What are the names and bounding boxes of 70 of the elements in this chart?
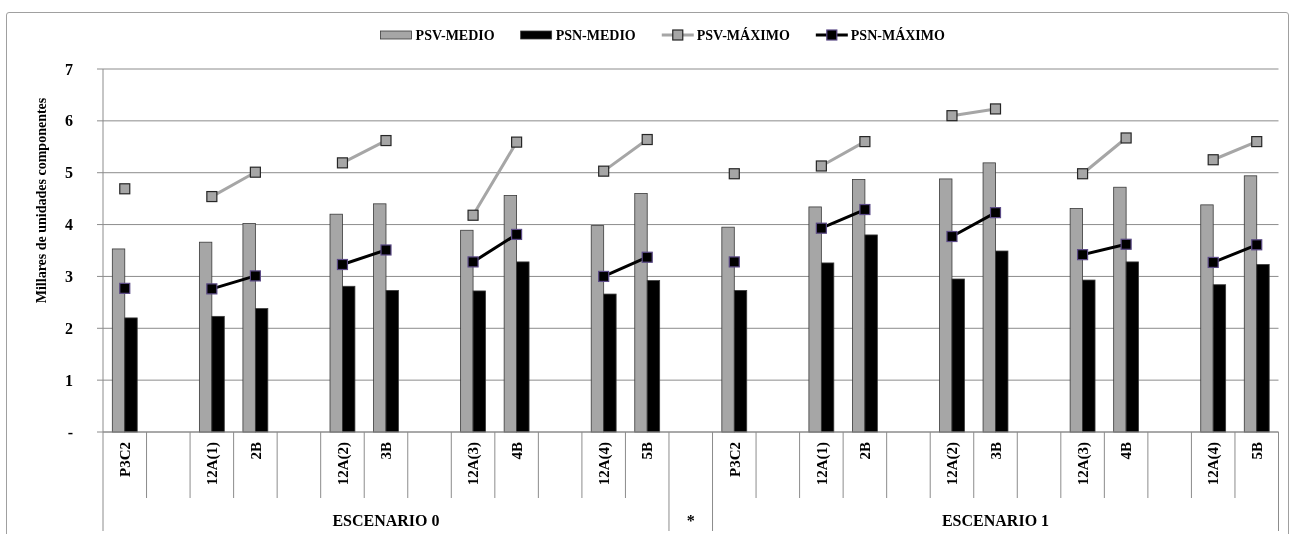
point: [467, 256, 479, 268]
text: ESCENARIO 0: [332, 511, 440, 529]
point: [946, 230, 958, 243]
point: [380, 244, 392, 256]
point: [728, 256, 740, 268]
point: [1076, 168, 1089, 180]
point: [206, 283, 218, 295]
point: [1207, 256, 1219, 269]
y-tick-label: 1: [65, 371, 73, 389]
point: [380, 134, 392, 147]
point: [511, 136, 523, 148]
x-tick-label: P3C2: [117, 442, 134, 477]
x-tick-label: 5B: [639, 442, 656, 460]
point: [946, 110, 958, 122]
point: [1120, 238, 1132, 250]
x-tick-label: 12A(1): [204, 442, 222, 486]
x-tick-label: 3B: [987, 442, 1004, 460]
point: [815, 160, 827, 172]
y-tick-label: 5: [65, 164, 73, 182]
x-tick-label: 12A(3): [1074, 442, 1092, 486]
x-tick-label: 4B: [1118, 442, 1135, 460]
legend-label: PSN-MEDIO: [555, 27, 636, 43]
point: [1251, 136, 1263, 148]
text: ESCENARIO 1: [941, 511, 1050, 529]
point: [1207, 154, 1219, 166]
y-axis-title: Millares de unidades componentes: [33, 97, 49, 304]
x-tick-label: P3C2: [726, 442, 743, 477]
y-tick-label: 6: [65, 112, 73, 130]
x-tick-label: 12A(4): [595, 442, 613, 486]
x-tick-label: 12A(3): [465, 442, 483, 486]
x-tick-label: 12A(2): [944, 442, 962, 486]
x-tick-label: 4B: [508, 442, 525, 460]
x-tick-label: 12A(2): [334, 442, 352, 486]
point: [1120, 132, 1132, 144]
y-tick-label: 2: [65, 319, 73, 337]
y-tick-label: 4: [65, 216, 73, 234]
legend-label: PSN-MÁXIMO: [850, 26, 946, 43]
point: [859, 136, 871, 148]
x-tick-label: 2B: [857, 442, 874, 460]
point: [206, 190, 218, 203]
y-tick-label: -: [67, 423, 73, 441]
point: [249, 270, 261, 282]
legend-label: PSV-MÁXIMO: [696, 26, 790, 43]
x-tick-label: 2B: [247, 442, 264, 460]
x-tick-label: 12A(1): [813, 442, 831, 486]
point: [119, 282, 131, 294]
point: [989, 103, 1002, 115]
point: [989, 207, 1002, 219]
y-tick-label: 7: [65, 60, 73, 78]
point: [728, 168, 740, 180]
point: [1251, 239, 1263, 251]
x-tick-label: 3B: [378, 442, 395, 460]
point: [249, 166, 261, 178]
x-tick-label: 5B: [1248, 442, 1265, 460]
point: [598, 165, 610, 177]
point: [598, 270, 610, 283]
point: [641, 133, 653, 146]
point: [815, 222, 827, 234]
point: [336, 258, 349, 271]
point: [336, 157, 349, 169]
x-tick-label: 12A(4): [1205, 442, 1223, 486]
point: [641, 251, 653, 263]
point: [119, 183, 131, 195]
legend-label: PSV-MEDIO: [415, 27, 495, 43]
point: [859, 203, 871, 216]
point: [511, 228, 523, 241]
y-tick-label: 3: [65, 268, 73, 286]
point: [467, 209, 479, 221]
point: [1076, 249, 1089, 261]
text: *: [686, 511, 695, 529]
